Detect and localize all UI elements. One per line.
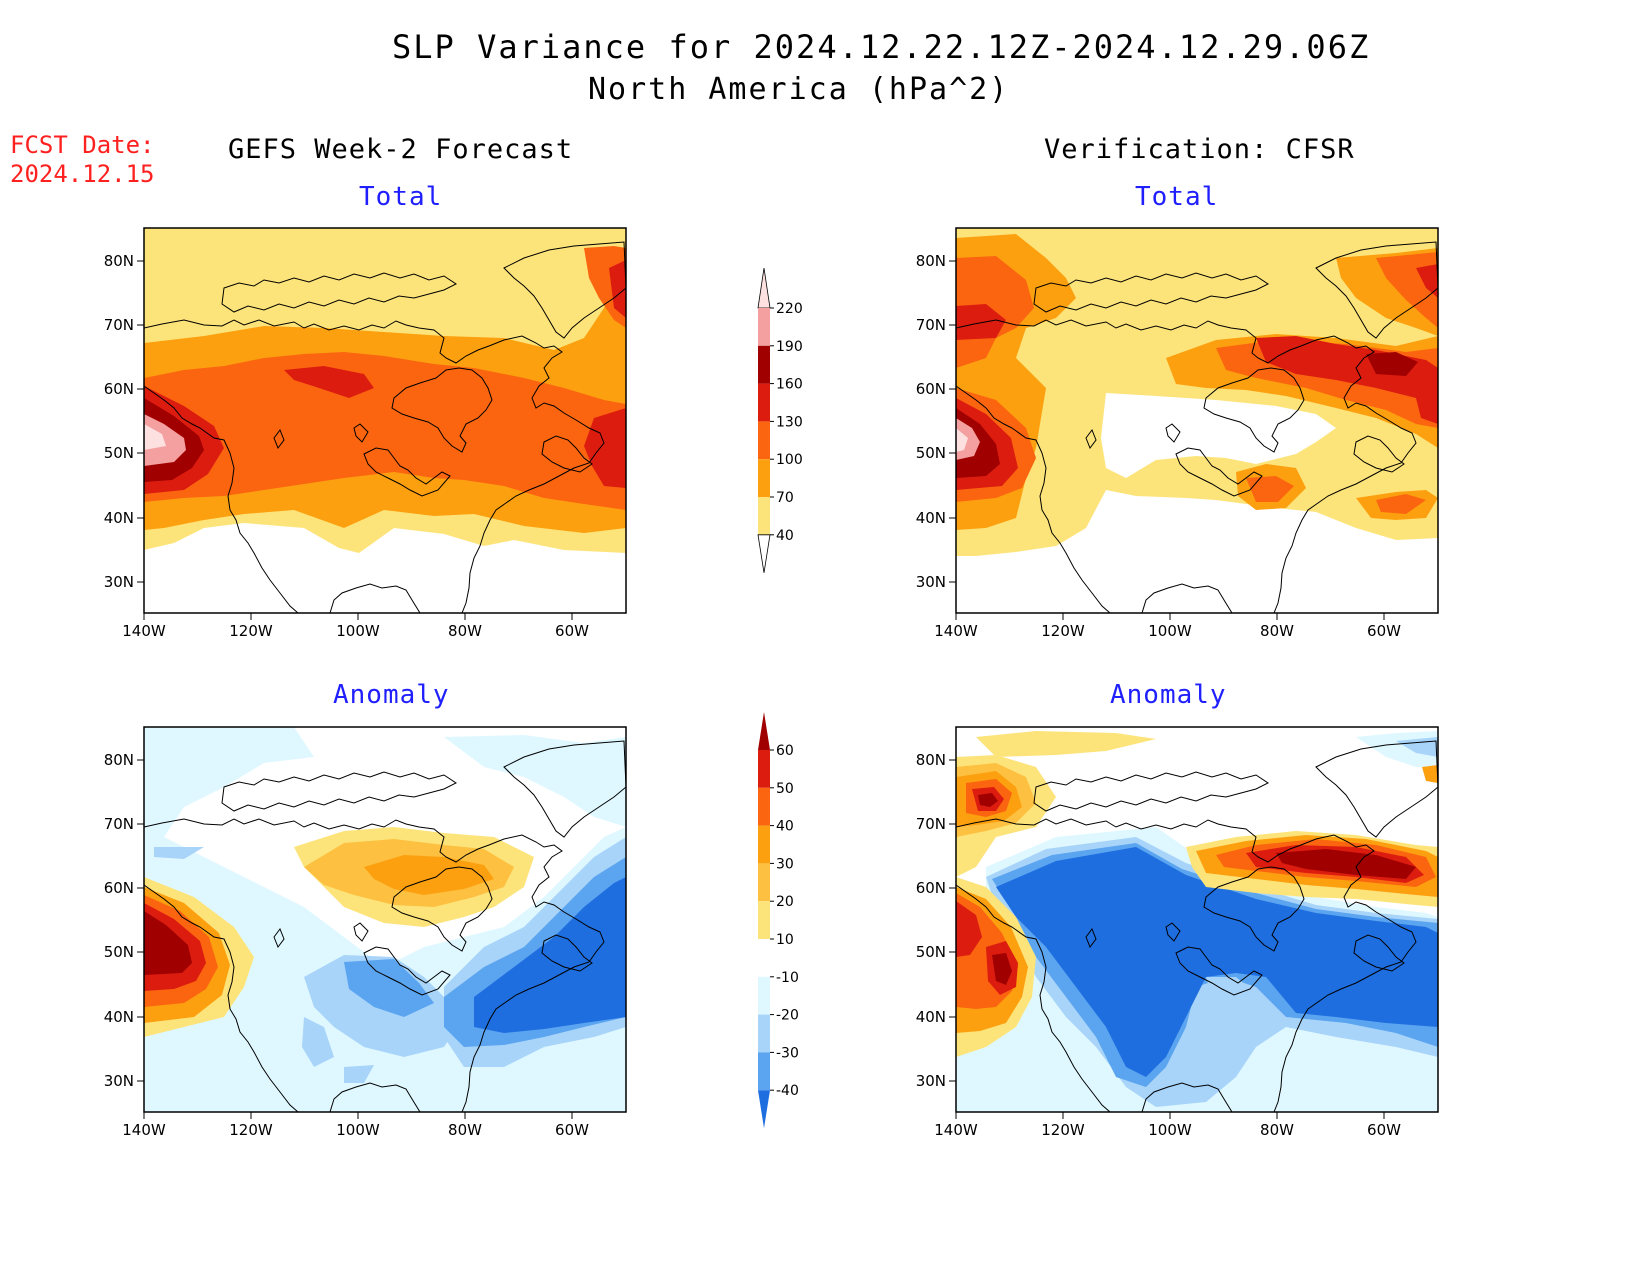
left-column-heading: GEFS Week-2 Forecast	[228, 134, 574, 165]
lon-tick-label: 120W	[229, 1121, 273, 1139]
lat-tick-label: 80N	[916, 751, 946, 769]
colorbar-anomaly-segment	[758, 939, 770, 977]
colorbar-anomaly-segment	[758, 787, 770, 826]
lon-tick-label: 80W	[1260, 1121, 1294, 1139]
colorbar-total-label: 70	[776, 490, 794, 506]
colorbar-total-segment	[758, 497, 770, 535]
colorbar-anomaly-segment	[758, 1014, 770, 1053]
panel-label-fcst-total: Total	[359, 182, 443, 212]
lat-tick-label: 70N	[104, 815, 134, 833]
colorbar-anomaly-segment	[758, 750, 770, 788]
lat-tick-label: 80N	[104, 751, 134, 769]
lat-tick-label: 30N	[104, 1072, 134, 1090]
lon-tick-label: 120W	[1041, 1121, 1085, 1139]
lat-tick-label: 70N	[916, 815, 946, 833]
lat-tick-label: 60N	[104, 879, 134, 897]
lat-tick-label: 70N	[104, 316, 134, 334]
lon-tick-label: 140W	[122, 1121, 166, 1139]
colorbar-total: 220 190 160 130 100 70 40	[757, 267, 803, 573]
lat-tick-label: 40N	[104, 1008, 134, 1026]
colorbar-anomaly: 60 50 40 30 20 10 -10 -20 -30 -40	[758, 712, 799, 1129]
colorbar-anomaly-label: -30	[776, 1045, 799, 1061]
colorbar-anomaly-label: 30	[776, 856, 794, 872]
colorbar-anomaly-label: 20	[776, 894, 794, 910]
lat-tick-label: 60N	[104, 380, 134, 398]
lon-tick-label: 60W	[555, 622, 589, 640]
colorbar-total-label: 100	[776, 452, 803, 468]
colorbar-total-label: 130	[776, 414, 803, 430]
panel-label-verif-anomaly: Anomaly	[1110, 680, 1227, 710]
colorbar-anomaly-label: 10	[776, 932, 794, 948]
lat-tick-label: 40N	[916, 509, 946, 527]
colorbar-total-label: 160	[776, 377, 803, 393]
panel-label-verif-total: Total	[1135, 182, 1219, 212]
colorbar-anomaly-label: 50	[776, 781, 794, 797]
lat-tick-label: 50N	[104, 444, 134, 462]
lon-tick-label: 140W	[934, 1121, 978, 1139]
colorbar-anomaly-label: 40	[776, 819, 794, 835]
lon-tick-label: 80W	[448, 622, 482, 640]
colorbar-anomaly-segment	[758, 825, 770, 864]
colorbar-anomaly-label: -40	[776, 1083, 799, 1099]
axis-tick-labels: 80N 70N 60N 50N 40N 30N 140W 120W 100W 80W 60W 80N 7…	[104, 252, 1401, 1139]
map-panel-verif-anomaly	[948, 726, 1439, 1120]
lat-tick-label: 70N	[916, 316, 946, 334]
figure-title: SLP Variance for 2024.12.22.12Z-2024.12.…	[392, 28, 1371, 66]
lat-tick-label: 50N	[104, 943, 134, 961]
colorbar-total-segment	[758, 459, 770, 497]
lon-tick-label: 100W	[1148, 1121, 1192, 1139]
colorbar-total-bottom-arrow	[757, 534, 771, 573]
colorbar-anomaly-bottom-arrow	[758, 1090, 770, 1129]
lon-tick-label: 140W	[122, 622, 166, 640]
colorbar-total-label: 190	[776, 339, 803, 355]
colorbar-anomaly-segment	[758, 863, 770, 902]
right-column-heading: Verification: CFSR	[1044, 134, 1355, 165]
colorbar-total-segment	[758, 345, 770, 384]
lat-tick-label: 40N	[916, 1008, 946, 1026]
fcst-date-label: FCST Date:	[10, 131, 155, 159]
colorbar-total-segment	[758, 421, 770, 460]
lat-tick-label: 80N	[916, 252, 946, 270]
lon-tick-label: 60W	[555, 1121, 589, 1139]
map-panel-fcst-anomaly	[136, 726, 627, 1120]
lon-tick-label: 80W	[448, 1121, 482, 1139]
lat-tick-label: 30N	[916, 573, 946, 591]
colorbar-total-label: 40	[776, 528, 794, 544]
colorbar-anomaly-segment	[758, 976, 770, 1015]
lat-tick-label: 40N	[104, 509, 134, 527]
lat-tick-label: 60N	[916, 879, 946, 897]
map-panel-verif-total	[948, 227, 1439, 621]
colorbar-total-segment	[758, 308, 770, 346]
lon-tick-label: 140W	[934, 622, 978, 640]
colorbar-anomaly-segment	[758, 901, 770, 939]
lat-tick-label: 50N	[916, 943, 946, 961]
colorbar-total-top-arrow	[757, 267, 771, 309]
lat-tick-label: 60N	[916, 380, 946, 398]
colorbar-total-label: 220	[776, 301, 803, 317]
lon-tick-label: 100W	[1148, 622, 1192, 640]
colorbar-anomaly-label: -10	[776, 970, 799, 986]
colorbar-anomaly-segment	[758, 1052, 770, 1091]
lon-tick-label: 60W	[1367, 622, 1401, 640]
lat-tick-label: 30N	[916, 1072, 946, 1090]
map-panel-fcst-total	[136, 227, 627, 621]
lat-tick-label: 30N	[104, 573, 134, 591]
figure-subtitle: North America (hPa^2)	[588, 72, 1010, 107]
lon-tick-label: 100W	[336, 1121, 380, 1139]
colorbar-anomaly-label: 60	[776, 743, 794, 759]
colorbar-anomaly-top-arrow	[758, 712, 770, 750]
colorbar-anomaly-label: -20	[776, 1008, 799, 1024]
lon-tick-label: 120W	[1041, 622, 1085, 640]
lon-tick-label: 80W	[1260, 622, 1294, 640]
colorbar-total-segment	[758, 383, 770, 422]
fcst-date-value: 2024.12.15	[10, 160, 155, 188]
lon-tick-label: 100W	[336, 622, 380, 640]
panel-label-fcst-anomaly: Anomaly	[333, 680, 450, 710]
lat-tick-label: 50N	[916, 444, 946, 462]
lon-tick-label: 60W	[1367, 1121, 1401, 1139]
lon-tick-label: 120W	[229, 622, 273, 640]
lat-tick-label: 80N	[104, 252, 134, 270]
